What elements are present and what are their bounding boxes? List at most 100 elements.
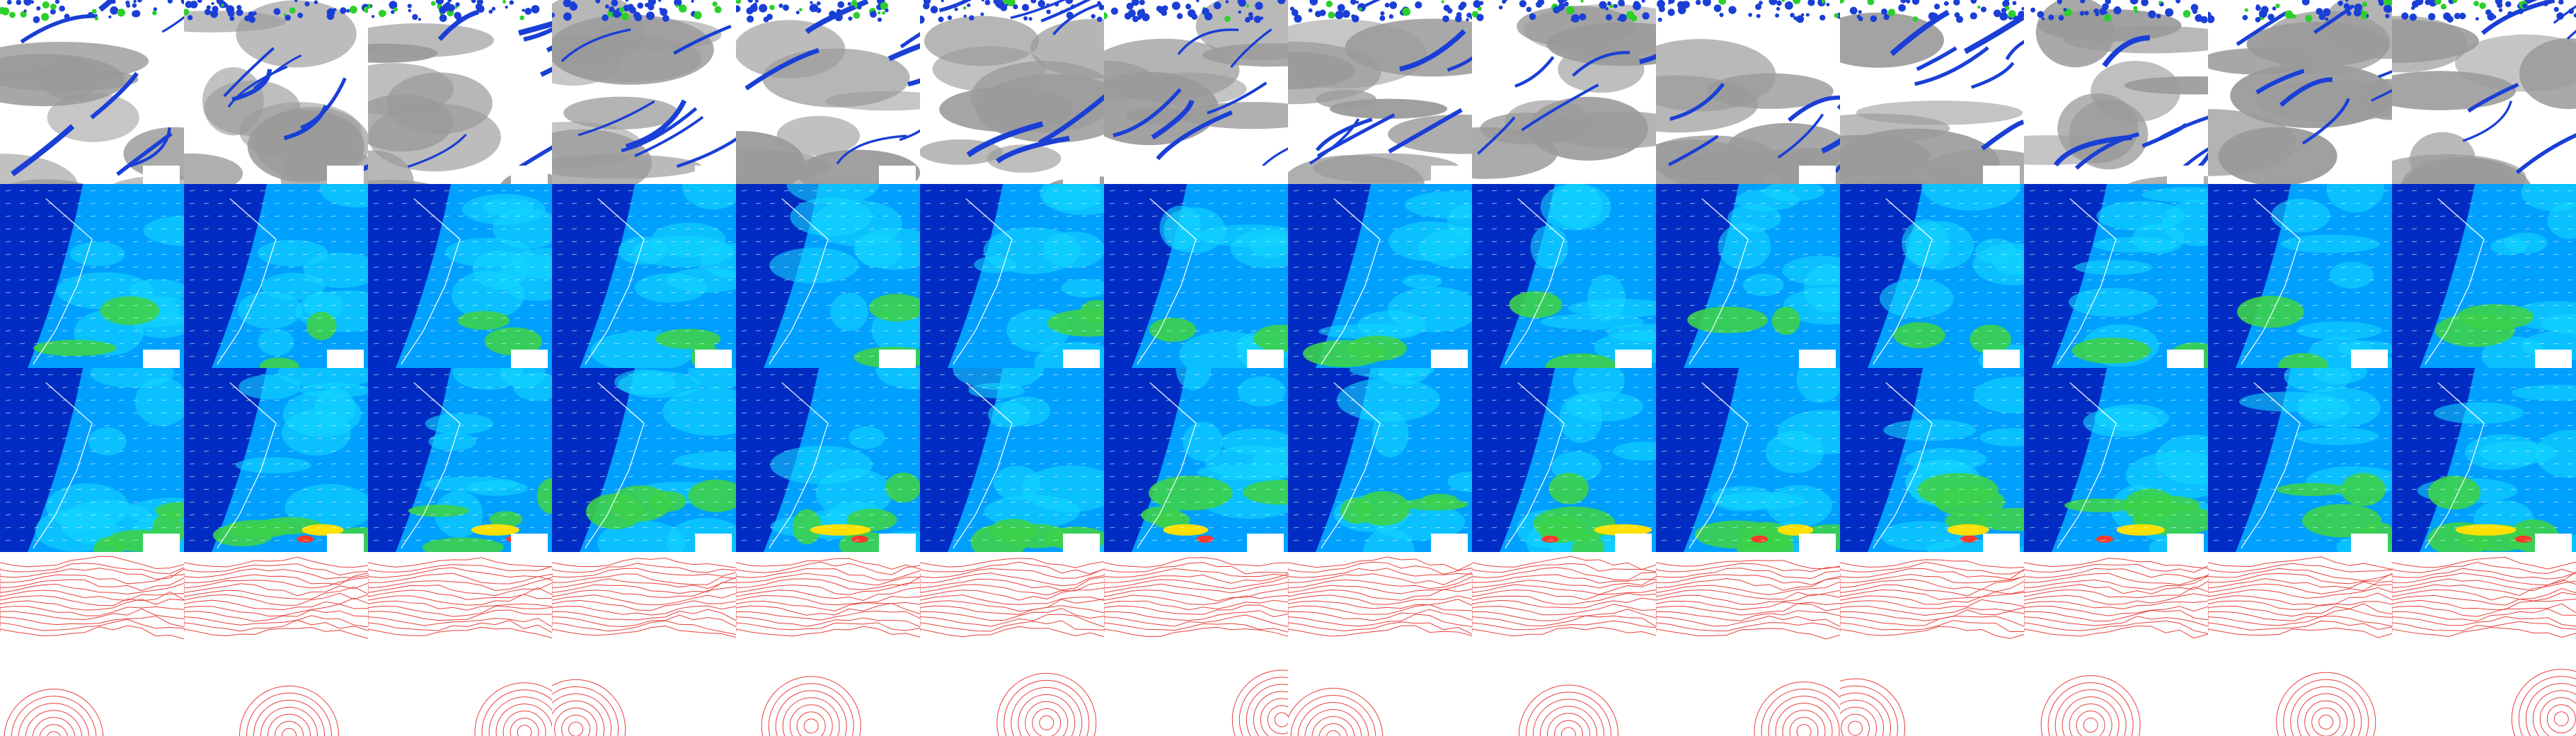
- wind-lower-map-image: [2392, 368, 2576, 552]
- wind-lower-frame-1: [0, 368, 184, 552]
- wind-lower-map-image: [920, 368, 1104, 552]
- wind-upper-frame-13: [2208, 184, 2392, 368]
- satellite-ir-frame-3: [368, 0, 552, 184]
- wind-lower-map-image: [1840, 368, 2024, 552]
- satellite-ir-map-image: [2208, 0, 2392, 184]
- satellite-ir-frame-1: [0, 0, 184, 184]
- pressure-contours-map-image: [0, 552, 184, 736]
- wind-upper-map-image: [736, 184, 920, 368]
- wind-lower-map-image: [2208, 368, 2392, 552]
- wind-lower-frame-11: [1840, 368, 2024, 552]
- wind-upper-frame-10: [1656, 184, 1840, 368]
- pressure-contours-frame-6: [920, 552, 1104, 736]
- wind-upper-frame-14: [2392, 184, 2576, 368]
- wind-upper-frame-6: [920, 184, 1104, 368]
- wind-upper-frame-2: [184, 184, 368, 368]
- pressure-contours-frame-7: [1104, 552, 1288, 736]
- wind-lower-frame-14: [2392, 368, 2576, 552]
- satellite-ir-map-image: [1288, 0, 1472, 184]
- pressure-contours-map-image: [2392, 552, 2576, 736]
- wind-upper-map-image: [2392, 184, 2576, 368]
- wind-upper-map-image: [920, 184, 1104, 368]
- pressure-contours-map-image: [2024, 552, 2208, 736]
- wind-lower-map-image: [1472, 368, 1656, 552]
- pressure-contours-map-image: [184, 552, 368, 736]
- wind-upper-frame-1: [0, 184, 184, 368]
- satellite-ir-frame-12: [2024, 0, 2208, 184]
- satellite-ir-frame-13: [2208, 0, 2392, 184]
- wind-upper-map-image: [1288, 184, 1472, 368]
- wind-lower-map-image: [736, 368, 920, 552]
- pressure-contours-frame-5: [736, 552, 920, 736]
- satellite-ir-map-image: [552, 0, 736, 184]
- wind-upper-map-image: [2024, 184, 2208, 368]
- wind-lower-frame-5: [736, 368, 920, 552]
- wind-lower-map-image: [552, 368, 736, 552]
- satellite-ir-map-image: [184, 0, 368, 184]
- satellite-ir-map-image: [1840, 0, 2024, 184]
- pressure-contours-map-image: [1656, 552, 1840, 736]
- pressure-contours-frame-13: [2208, 552, 2392, 736]
- wind-upper-frame-12: [2024, 184, 2208, 368]
- pressure-contours-map-image: [2208, 552, 2392, 736]
- satellite-ir-frame-11: [1840, 0, 2024, 184]
- satellite-ir-frame-8: [1288, 0, 1472, 184]
- pressure-contours-frame-9: [1472, 552, 1656, 736]
- wind-upper-map-image: [184, 184, 368, 368]
- wind-lower-map-image: [2024, 368, 2208, 552]
- wind-lower-frame-10: [1656, 368, 1840, 552]
- wind-upper-map-image: [1472, 184, 1656, 368]
- satellite-ir-frame-2: [184, 0, 368, 184]
- satellite-ir-map-image: [2024, 0, 2208, 184]
- wind-lower-frame-7: [1104, 368, 1288, 552]
- pressure-contours-frame-11: [1840, 552, 2024, 736]
- pressure-contours-frame-10: [1656, 552, 1840, 736]
- satellite-ir-frame-7: [1104, 0, 1288, 184]
- satellite-ir-map-image: [1472, 0, 1656, 184]
- pressure-contours-map-image: [736, 552, 920, 736]
- pressure-contours-frame-2: [184, 552, 368, 736]
- wind-upper-map-image: [1656, 184, 1840, 368]
- satellite-ir-frame-4: [552, 0, 736, 184]
- pressure-contours-map-image: [1288, 552, 1472, 736]
- wind-upper-frame-4: [552, 184, 736, 368]
- satellite-ir-map-image: [1104, 0, 1288, 184]
- wind-upper-map-image: [552, 184, 736, 368]
- pressure-contours-frame-12: [2024, 552, 2208, 736]
- pressure-contours-frame-4: [552, 552, 736, 736]
- pressure-contours-map-image: [1472, 552, 1656, 736]
- wind-upper-frame-11: [1840, 184, 2024, 368]
- pressure-contours-frame-1: [0, 552, 184, 736]
- wind-upper-frame-8: [1288, 184, 1472, 368]
- satellite-ir-map-image: [368, 0, 552, 184]
- wind-upper-frame-3: [368, 184, 552, 368]
- wind-lower-frame-9: [1472, 368, 1656, 552]
- wind-lower-frame-2: [184, 368, 368, 552]
- wind-lower-frame-13: [2208, 368, 2392, 552]
- pressure-contours-map-image: [920, 552, 1104, 736]
- satellite-ir-map-image: [2392, 0, 2576, 184]
- wind-lower-map-image: [0, 368, 184, 552]
- satellite-ir-map-image: [920, 0, 1104, 184]
- wind-upper-map-image: [1104, 184, 1288, 368]
- pressure-contours-frame-3: [368, 552, 552, 736]
- wind-lower-frame-4: [552, 368, 736, 552]
- wind-upper-map-image: [0, 184, 184, 368]
- wind-upper-frame-5: [736, 184, 920, 368]
- pressure-contours-map-image: [1104, 552, 1288, 736]
- wind-upper-map-image: [368, 184, 552, 368]
- wind-lower-frame-8: [1288, 368, 1472, 552]
- wind-lower-map-image: [1288, 368, 1472, 552]
- pressure-contours-frame-8: [1288, 552, 1472, 736]
- wind-lower-frame-12: [2024, 368, 2208, 552]
- pressure-contours-frame-14: [2392, 552, 2576, 736]
- satellite-ir-frame-10: [1656, 0, 1840, 184]
- wind-upper-map-image: [1840, 184, 2024, 368]
- satellite-ir-frame-14: [2392, 0, 2576, 184]
- wind-lower-map-image: [1656, 368, 1840, 552]
- wind-lower-map-image: [1104, 368, 1288, 552]
- satellite-ir-map-image: [0, 0, 184, 184]
- wind-lower-frame-3: [368, 368, 552, 552]
- satellite-ir-map-image: [736, 0, 920, 184]
- satellite-ir-map-image: [1656, 0, 1840, 184]
